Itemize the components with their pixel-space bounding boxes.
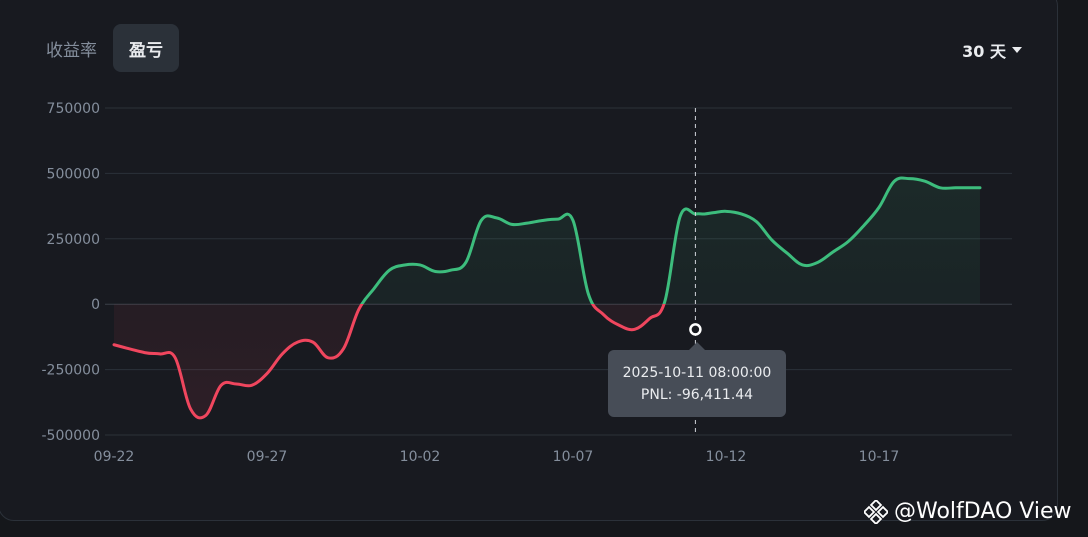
y-tick-label: 750000 bbox=[47, 101, 100, 117]
x-tick-label: 09-27 bbox=[247, 449, 288, 465]
watermark-text: @WolfDAO View bbox=[894, 499, 1072, 524]
tooltip-date: 2025-10-11 08:00:00 bbox=[622, 365, 772, 381]
x-tick-label: 10-17 bbox=[859, 449, 900, 465]
range-selector[interactable]: 30 天 bbox=[962, 38, 1022, 62]
negative-area-fill bbox=[114, 304, 980, 418]
tab-return-rate[interactable]: 收益率 bbox=[46, 40, 97, 61]
y-tick-label: 0 bbox=[91, 297, 100, 313]
pnl-line-positive bbox=[360, 176, 982, 304]
x-tick-label: 10-07 bbox=[553, 449, 594, 465]
x-tick-label: 10-12 bbox=[706, 449, 747, 465]
y-tick-label: -250000 bbox=[42, 363, 101, 379]
binance-diamond-icon bbox=[864, 499, 888, 524]
hover-point bbox=[689, 323, 702, 336]
y-tick-label: 500000 bbox=[47, 166, 100, 182]
x-tick-label: 09-22 bbox=[94, 449, 135, 465]
tooltip-value: PNL: -96,411.44 bbox=[640, 387, 754, 403]
tooltip: 2025-10-11 08:00:00 PNL: -96,411.44 bbox=[608, 342, 786, 417]
x-tick-label: 10-02 bbox=[400, 449, 441, 465]
y-tick-label: -500000 bbox=[42, 428, 101, 444]
watermark: @WolfDAO View bbox=[864, 499, 1072, 524]
pnl-line-negative bbox=[112, 304, 666, 420]
caret-down-icon bbox=[1012, 47, 1022, 53]
range-selector-label: 30 天 bbox=[962, 42, 1006, 61]
y-tick-label: 250000 bbox=[47, 232, 100, 248]
positive-area-fill bbox=[361, 177, 980, 304]
tab-pnl[interactable]: 盈亏 bbox=[113, 24, 179, 72]
chart-tabs: 收益率 盈亏 bbox=[30, 24, 179, 72]
